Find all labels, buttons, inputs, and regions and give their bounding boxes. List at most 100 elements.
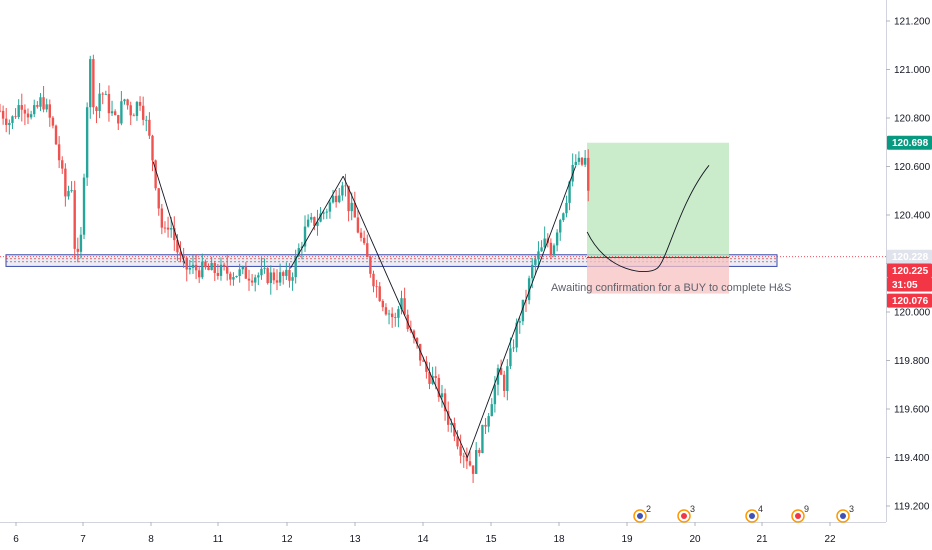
entry-badge bbox=[887, 263, 932, 278]
candle-body bbox=[372, 273, 375, 287]
trendline-left-shoulder-down[interactable] bbox=[152, 161, 186, 264]
candle-body bbox=[453, 423, 456, 437]
candle-body bbox=[487, 416, 490, 427]
candle-body bbox=[552, 245, 556, 256]
candle-body bbox=[450, 423, 453, 425]
candle-body bbox=[126, 99, 129, 106]
support-zone[interactable] bbox=[5, 254, 778, 267]
economic-events[interactable]: 2 3 4 9 3 bbox=[633, 504, 854, 523]
countdown-badge-label: 31:05 bbox=[892, 280, 918, 291]
candle-body bbox=[562, 213, 565, 221]
stop-zone[interactable] bbox=[587, 257, 729, 294]
candle-body bbox=[509, 348, 512, 367]
candle-body bbox=[141, 105, 145, 120]
entry-badge-label: 120.225 bbox=[892, 266, 929, 277]
candle-body bbox=[285, 269, 288, 276]
candle-body bbox=[297, 248, 300, 257]
drawings bbox=[152, 161, 710, 458]
candle-body bbox=[20, 105, 23, 110]
plot-area bbox=[0, 54, 886, 483]
candle-body bbox=[313, 217, 316, 226]
event-icon[interactable]: 4 bbox=[745, 504, 763, 523]
candle-body bbox=[191, 264, 195, 268]
candle-body bbox=[291, 277, 294, 281]
candle-body bbox=[26, 113, 30, 118]
candle-body bbox=[459, 446, 462, 456]
candle-body bbox=[300, 246, 304, 249]
long-position-tool[interactable] bbox=[0, 142, 886, 294]
y-tick-label: 120.400 bbox=[894, 211, 931, 222]
candle-body bbox=[67, 191, 70, 197]
candle-body bbox=[89, 59, 92, 108]
candle-body bbox=[213, 263, 216, 273]
candle-body bbox=[471, 465, 475, 474]
y-tick-label: 119.600 bbox=[894, 405, 930, 416]
projection-curve[interactable] bbox=[586, 165, 710, 272]
candle-body bbox=[173, 228, 176, 241]
candle-body bbox=[160, 208, 164, 228]
candle-body bbox=[350, 202, 353, 212]
event-count: 3 bbox=[849, 504, 854, 514]
candle-body bbox=[555, 232, 559, 246]
x-tick-label: 19 bbox=[621, 534, 633, 545]
candle-body bbox=[559, 220, 562, 233]
x-tick-label: 14 bbox=[417, 534, 429, 545]
candle-body bbox=[549, 242, 553, 256]
candle-body bbox=[465, 456, 469, 462]
x-tick-label: 15 bbox=[485, 534, 497, 545]
candle-body bbox=[33, 105, 36, 115]
event-icon[interactable]: 3 bbox=[677, 504, 695, 523]
candle-body bbox=[531, 264, 534, 279]
candle-body bbox=[0, 110, 2, 112]
event-flag-icon bbox=[749, 513, 755, 519]
candle-body bbox=[129, 105, 132, 116]
candle-body bbox=[92, 59, 95, 108]
candle-body bbox=[303, 226, 307, 247]
x-tick-label: 12 bbox=[281, 534, 293, 545]
y-tick-label: 119.200 bbox=[894, 502, 930, 513]
candle-body bbox=[204, 261, 207, 268]
trendline-head-up[interactable] bbox=[466, 166, 576, 458]
candle-body bbox=[359, 232, 363, 238]
target-zone[interactable] bbox=[587, 142, 729, 258]
candle-body bbox=[166, 227, 170, 230]
y-tick-label: 121.000 bbox=[894, 65, 931, 76]
candle-body bbox=[185, 257, 188, 270]
candle-body bbox=[580, 157, 584, 165]
event-icon[interactable]: 9 bbox=[791, 504, 809, 523]
candle-body bbox=[387, 313, 391, 315]
candle-body bbox=[512, 347, 515, 349]
candle-body bbox=[347, 185, 350, 212]
candle-body bbox=[322, 212, 325, 214]
event-flag-icon bbox=[637, 513, 643, 519]
candle-body bbox=[328, 202, 332, 212]
x-tick-label: 20 bbox=[689, 534, 701, 545]
candle-body bbox=[275, 280, 279, 283]
candle-body bbox=[176, 240, 179, 253]
candle-body bbox=[226, 266, 229, 274]
trendline-head-down[interactable] bbox=[342, 176, 468, 458]
candle-body bbox=[201, 261, 204, 278]
candle-body bbox=[306, 219, 310, 227]
candle-body bbox=[478, 449, 481, 453]
candle-body bbox=[310, 217, 313, 220]
candle-body bbox=[574, 161, 577, 165]
candle-body bbox=[123, 99, 126, 102]
candle-body bbox=[378, 286, 381, 301]
candle-body bbox=[154, 160, 157, 189]
event-icon[interactable]: 3 bbox=[836, 504, 854, 523]
candle-body bbox=[179, 252, 182, 256]
candle-body bbox=[462, 455, 465, 457]
candle-body bbox=[518, 321, 521, 323]
event-flag-icon bbox=[795, 513, 801, 519]
candle-body bbox=[82, 177, 86, 235]
stop-badge-label: 120.076 bbox=[892, 296, 929, 307]
event-icon[interactable]: 2 bbox=[633, 504, 651, 523]
target-badge-label: 120.698 bbox=[892, 138, 929, 149]
trendline-left-shoulder-up[interactable] bbox=[290, 175, 344, 269]
y-tick-label: 120.800 bbox=[894, 114, 931, 125]
x-tick-label: 11 bbox=[213, 534, 224, 545]
candle-body bbox=[390, 313, 394, 318]
time-axis[interactable]: 6 7 8 11 12 13 14 15 18 19 20 21 22 bbox=[13, 522, 836, 545]
